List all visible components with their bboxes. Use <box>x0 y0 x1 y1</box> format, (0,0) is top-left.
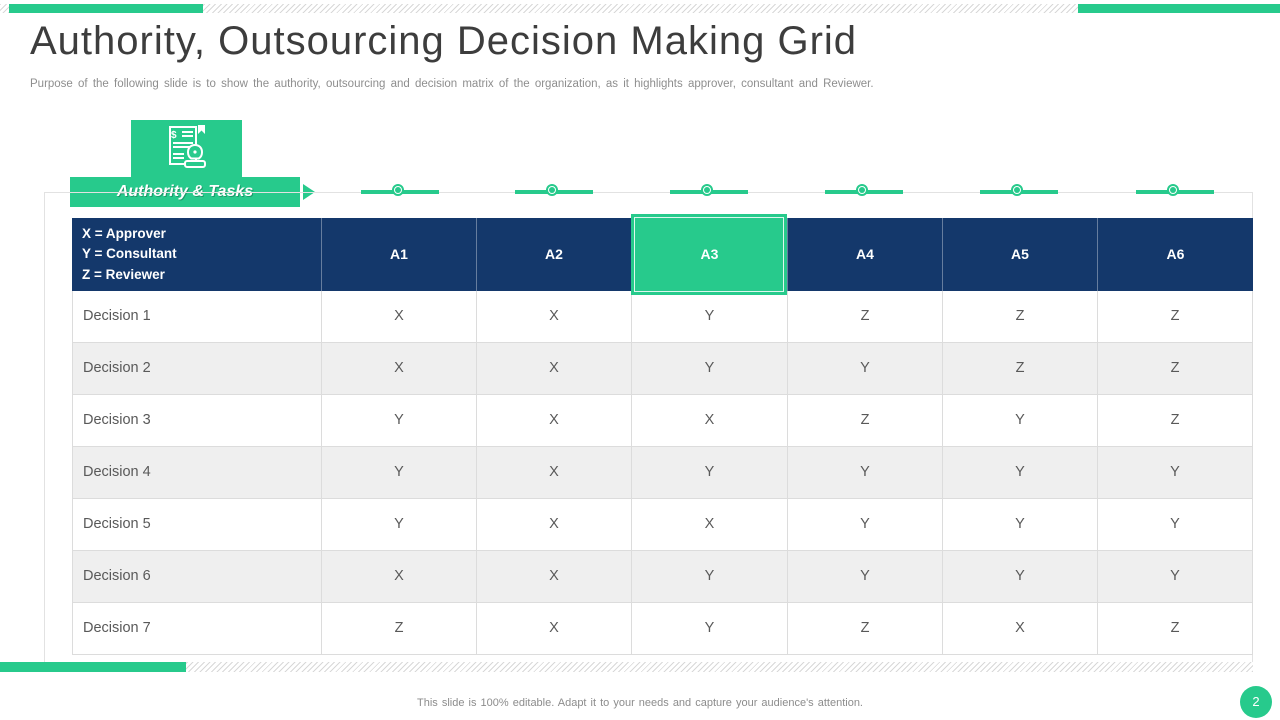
decision-label: Decision 6 <box>72 550 322 603</box>
assignment-cell: X <box>943 602 1098 655</box>
column-header-label: A5 <box>1011 246 1029 263</box>
highlight-box <box>631 214 787 295</box>
assignment-cell: Z <box>1098 342 1253 395</box>
legend-cell: X = Approver Y = Consultant Z = Reviewer <box>72 218 322 291</box>
legend-line: Y = Consultant <box>82 246 177 262</box>
assignment-cell: Z <box>1098 394 1253 447</box>
marker-circle-icon <box>546 184 558 196</box>
assignment-cell: Y <box>322 446 477 499</box>
assignment-cell: Y <box>632 342 788 395</box>
assignment-cell: X <box>322 342 477 395</box>
header-row: X = Approver Y = Consultant Z = Reviewer… <box>72 214 1253 295</box>
column-header-label: A1 <box>390 246 408 263</box>
assignment-cell: Y <box>788 446 943 499</box>
marker-circle-icon <box>1167 184 1179 196</box>
assignment-cell: Z <box>788 290 943 343</box>
assignment-cell: Y <box>1098 446 1253 499</box>
assignment-cell: Y <box>322 498 477 551</box>
marker-circle-icon <box>392 184 404 196</box>
bottom-left-accent-bar <box>0 662 186 672</box>
section-icon-box: $ <box>131 120 242 178</box>
top-right-accent-bar <box>1078 4 1280 13</box>
assignment-cell: Y <box>788 498 943 551</box>
assignment-cell: Y <box>788 342 943 395</box>
assignment-cell: Y <box>943 498 1098 551</box>
assignment-cell: Z <box>943 342 1098 395</box>
assignment-cell: Y <box>1098 550 1253 603</box>
assignment-cell: Y <box>1098 498 1253 551</box>
decision-label: Decision 3 <box>72 394 322 447</box>
column-header-a1: A1 <box>322 218 477 291</box>
column-header-a4: A4 <box>788 218 943 291</box>
marker-circle-icon <box>1011 184 1023 196</box>
assignment-cell: Z <box>788 602 943 655</box>
svg-text:$: $ <box>171 130 177 141</box>
assignment-cell: Z <box>788 394 943 447</box>
assignment-cell: Z <box>1098 290 1253 343</box>
legend-line: X = Approver <box>82 226 166 241</box>
assignment-cell: Y <box>943 446 1098 499</box>
assignment-cell: X <box>322 290 477 343</box>
top-hatch-divider <box>0 4 1280 13</box>
assignment-cell: Y <box>788 550 943 603</box>
assignment-cell: Z <box>322 602 477 655</box>
assignment-cell: X <box>322 550 477 603</box>
decision-label: Decision 7 <box>72 602 322 655</box>
decision-label: Decision 4 <box>72 446 322 499</box>
column-header-label: A6 <box>1166 246 1185 263</box>
assignment-cell: X <box>477 290 632 343</box>
column-header-label: A3 <box>700 246 719 263</box>
page-title: Authority, Outsourcing Decision Making G… <box>30 19 858 63</box>
assignment-cell: Y <box>943 550 1098 603</box>
footer-note: This slide is 100% editable. Adapt it to… <box>417 697 863 709</box>
column-header-label: A4 <box>856 246 874 263</box>
assignment-cell: X <box>477 394 632 447</box>
assignment-cell: X <box>632 498 788 551</box>
top-left-accent-bar <box>9 4 203 13</box>
document-stamp-icon: $ <box>161 124 213 175</box>
decision-grid-table: X = Approver Y = Consultant Z = Reviewer… <box>72 214 1253 655</box>
assignment-cell: X <box>477 602 632 655</box>
assignment-cell: Y <box>943 394 1098 447</box>
assignment-cell: X <box>477 498 632 551</box>
column-header-a3-highlighted: A3 <box>631 214 788 295</box>
page-number-badge: 2 <box>1240 686 1272 718</box>
marker-circle-icon <box>701 184 713 196</box>
assignment-cell: Y <box>632 290 788 343</box>
assignment-cell: Y <box>632 446 788 499</box>
marker-circle-icon <box>856 184 868 196</box>
decision-label: Decision 5 <box>72 498 322 551</box>
legend-line: Z = Reviewer <box>82 266 165 282</box>
assignment-cell: X <box>632 394 788 447</box>
assignment-cell: Y <box>632 550 788 603</box>
decision-label: Decision 1 <box>72 290 322 343</box>
column-header-a6: A6 <box>1098 218 1253 291</box>
assignment-cell: Y <box>322 394 477 447</box>
assignment-cell: X <box>477 446 632 499</box>
column-header-label: A2 <box>545 246 563 263</box>
column-header-a2: A2 <box>477 218 632 291</box>
assignment-cell: X <box>477 550 632 603</box>
bottom-hatch-divider <box>0 662 1253 672</box>
decision-label: Decision 2 <box>72 342 322 395</box>
assignment-cell: Y <box>632 602 788 655</box>
assignment-cell: Z <box>1098 602 1253 655</box>
decision-table-body: Decision 1 X X Y Z Z Z Decision 2 X X Y Y Z Z Decision… <box>72 290 1253 655</box>
assignment-cell: X <box>477 342 632 395</box>
page-subtitle: Purpose of the following slide is to sho… <box>30 78 874 90</box>
column-header-a5: A5 <box>943 218 1098 291</box>
assignment-cell: Z <box>943 290 1098 343</box>
